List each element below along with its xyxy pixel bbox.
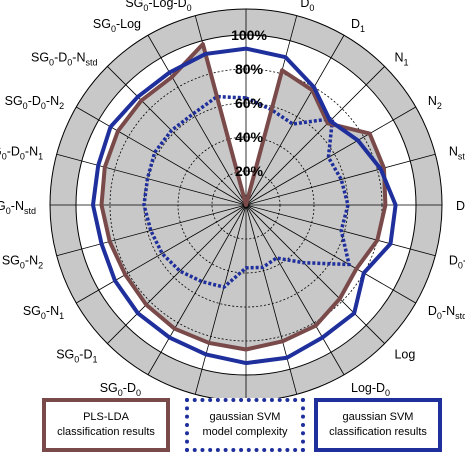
legend-pls-lda: PLS-LDA classification results bbox=[42, 398, 170, 452]
legend-pls-line1: PLS-LDA bbox=[83, 411, 129, 423]
axis-label-D0-N2: D0-N2 bbox=[449, 253, 465, 270]
tick-label-80: 80% bbox=[235, 61, 264, 77]
spoke-SG2 bbox=[194, 204, 247, 395]
tick-label-100: 100% bbox=[231, 27, 267, 43]
axis-label-Log-D0: Log-D0 bbox=[351, 381, 390, 398]
spoke-SG0-D0-Nstd bbox=[107, 66, 247, 206]
axis-label-SG0-D0-Nstd: SG0-D0-Nstd bbox=[31, 51, 98, 68]
legend-pls-line2: classification results bbox=[57, 426, 155, 438]
axis-label-N1: N1 bbox=[394, 51, 408, 68]
legend-svm-line2: classification results bbox=[329, 426, 427, 438]
spoke-SG0-N2 bbox=[56, 204, 247, 257]
series-line-svm-classification bbox=[91, 46, 398, 366]
legend-complexity-line1: gaussian SVM bbox=[209, 411, 281, 423]
axis-label-D0-N1: D0-N1 bbox=[456, 199, 465, 216]
tick-label-40: 40% bbox=[235, 129, 264, 145]
axis-label-D0-Nstd: D0-Nstd bbox=[428, 304, 465, 321]
axis-label-Log: Log bbox=[394, 347, 415, 361]
axis-label-SG0-Nstd: SG0-Nstd bbox=[0, 199, 36, 216]
axis-label-SG0-N2: SG0-N2 bbox=[2, 253, 43, 270]
tick-label-60: 60% bbox=[235, 95, 264, 111]
axis-label-D1: D1 bbox=[351, 17, 365, 34]
axis-label-SG0-N1: SG0-N1 bbox=[23, 304, 64, 321]
spoke-SG0-D1 bbox=[107, 204, 247, 344]
axis-label-Nstd: Nstd bbox=[449, 145, 465, 162]
series-line-svm-complexity bbox=[142, 94, 351, 289]
legend-svm-complexity: gaussian SVM model complexity bbox=[185, 398, 305, 452]
axis-label-N2: N2 bbox=[428, 94, 442, 111]
spoke-D1 bbox=[245, 35, 345, 206]
spoke-N2 bbox=[245, 106, 416, 206]
spoke-SG0-D0 bbox=[147, 204, 247, 375]
radar-chart: 20% 40% 60% 80% 100% R D0 D1 N1 N2 Nstd D0-N1 D0-N2 D… bbox=[0, 0, 465, 398]
axis-label-SG0-Log-D0: SG0-Log-D0 bbox=[125, 0, 191, 13]
legend-svm-line1: gaussian SVM bbox=[342, 411, 414, 423]
spoke-Nstd bbox=[245, 153, 436, 206]
spoke-N1 bbox=[245, 66, 385, 206]
axis-label-D0: D0 bbox=[300, 0, 314, 13]
axis-label-SG0-D0: SG0-D0 bbox=[100, 381, 141, 398]
axis-label-SG0-D1: SG0-D1 bbox=[56, 347, 97, 364]
legend-complexity-line2: model complexity bbox=[202, 426, 288, 438]
axis-label-SG0-Log: SG0-Log bbox=[93, 17, 141, 34]
series-line-pls-lda bbox=[99, 42, 388, 352]
spoke-SG0-D0-N1 bbox=[56, 153, 247, 206]
spoke-SG0 bbox=[245, 204, 298, 395]
axis-label-R: R bbox=[241, 0, 250, 3]
spoke-D0-Nstd bbox=[245, 204, 416, 304]
spoke-Log bbox=[245, 204, 385, 344]
spoke-Log-D0 bbox=[245, 204, 345, 375]
legend-svm-classification: gaussian SVM classification results bbox=[314, 398, 442, 452]
axis-label-SG0-D0-N1: SG0-D0-N1 bbox=[0, 145, 43, 162]
tick-label-20: 20% bbox=[235, 163, 264, 179]
spoke-SG0-Log bbox=[147, 35, 247, 206]
spoke-SG0-N1 bbox=[76, 204, 247, 304]
axis-label-SG0-D0-N2: SG0-D0-N2 bbox=[5, 94, 65, 111]
spoke-SG0-D0-N2 bbox=[76, 106, 247, 206]
